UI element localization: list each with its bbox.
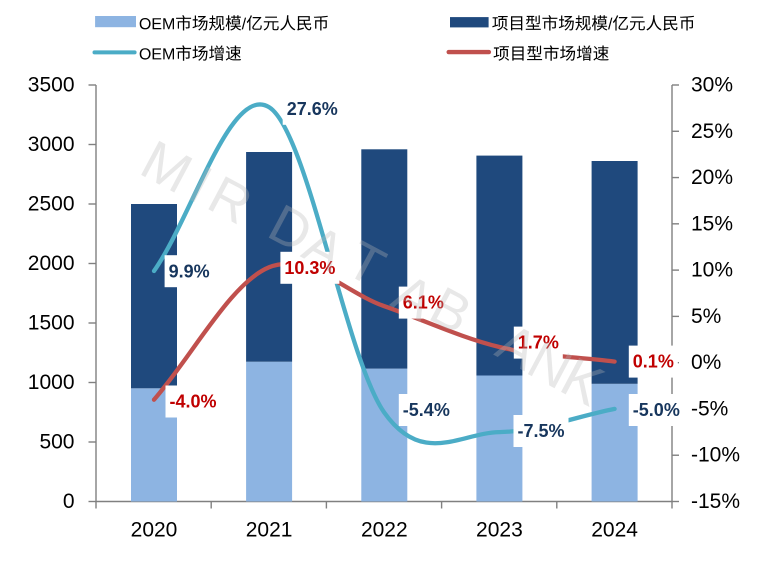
svg-text:2021: 2021 [246, 519, 293, 542]
svg-text:3000: 3000 [28, 133, 75, 156]
svg-text:-15%: -15% [691, 490, 740, 513]
svg-text:2022: 2022 [361, 519, 408, 542]
svg-text:30%: 30% [691, 74, 733, 97]
svg-text:10%: 10% [691, 259, 733, 282]
svg-text:2024: 2024 [591, 519, 638, 542]
svg-text:1.7%: 1.7% [518, 333, 559, 353]
svg-text:-7.5%: -7.5% [518, 421, 565, 441]
svg-text:-10%: -10% [691, 444, 740, 467]
svg-text:-4.0%: -4.0% [170, 392, 217, 412]
svg-text:2500: 2500 [28, 193, 75, 216]
svg-text:2000: 2000 [28, 252, 75, 275]
svg-text:9.9%: 9.9% [169, 261, 210, 281]
svg-text:500: 500 [39, 431, 74, 454]
svg-text:27.6%: 27.6% [287, 99, 338, 119]
svg-text:0: 0 [63, 490, 75, 513]
svg-text:10.3%: 10.3% [284, 258, 335, 278]
svg-text:20%: 20% [691, 166, 733, 189]
svg-text:2020: 2020 [131, 519, 178, 542]
svg-text:0.1%: 0.1% [633, 352, 674, 372]
svg-text:-5.0%: -5.0% [633, 400, 680, 420]
svg-text:25%: 25% [691, 120, 733, 143]
svg-text:-5%: -5% [691, 397, 728, 420]
svg-text:1000: 1000 [28, 371, 75, 394]
svg-text:-5.4%: -5.4% [403, 400, 450, 420]
svg-text:0%: 0% [691, 351, 721, 374]
svg-text:5%: 5% [691, 305, 721, 328]
svg-text:6.1%: 6.1% [403, 293, 444, 313]
svg-text:1500: 1500 [28, 312, 75, 335]
svg-text:3500: 3500 [28, 74, 75, 97]
svg-text:15%: 15% [691, 212, 733, 235]
svg-text:2023: 2023 [476, 519, 523, 542]
